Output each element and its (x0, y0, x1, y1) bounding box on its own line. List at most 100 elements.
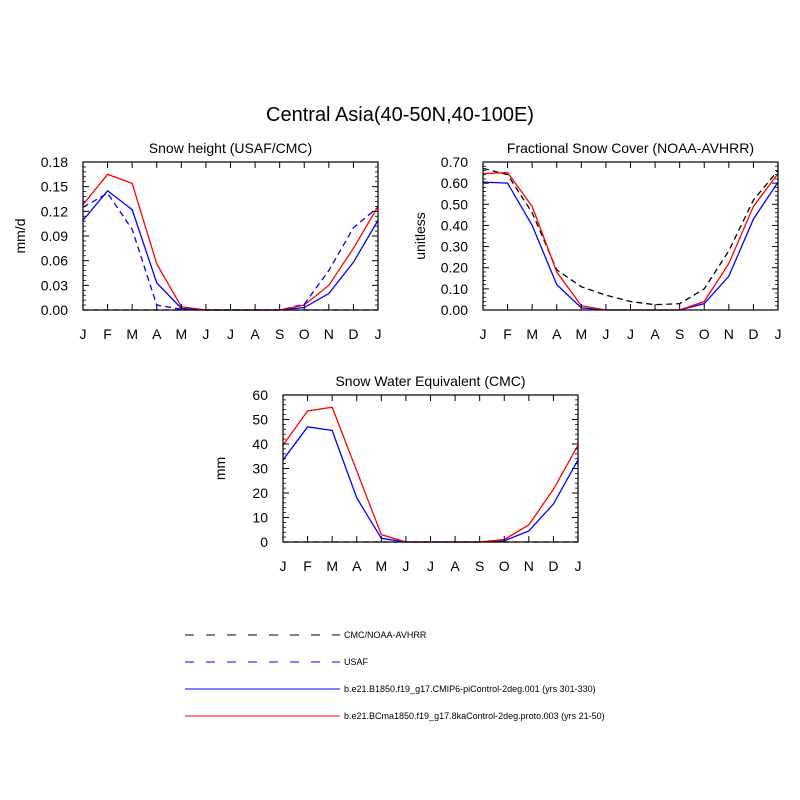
legend-label: CMC/NOAA-AVHRR (344, 630, 427, 640)
x-tick-label: F (503, 326, 512, 342)
y-tick-label: 0.50 (441, 196, 468, 212)
y-tick-label: 0.06 (41, 253, 68, 269)
y-tick-label: 0.18 (41, 154, 68, 170)
y-tick-label: 40 (252, 436, 268, 452)
x-tick-label: N (324, 326, 334, 342)
legend-entry-cmc-noaa-avhrr: CMC/NOAA-AVHRR (185, 630, 427, 640)
x-tick-label: M (126, 326, 138, 342)
swe-panel: Snow Water Equivalent (CMC)mmJ F M A M J J A S O N… (212, 373, 582, 574)
y-tick-label: 0.60 (441, 175, 468, 191)
y-tick-label: 50 (252, 412, 268, 428)
plot-frame (282, 394, 579, 543)
x-tick-label: F (103, 326, 112, 342)
y-tick-label: 30 (252, 461, 268, 477)
y-tick-label: 0.30 (441, 239, 468, 255)
x-tick-label: J (80, 326, 87, 342)
x-tick-label: F (303, 558, 312, 574)
x-tick-label: N (724, 326, 734, 342)
y-tick-label: 0.09 (41, 228, 68, 244)
x-tick-label: J (627, 326, 634, 342)
y-tick-label: 0.03 (41, 277, 68, 293)
x-tick-label: J (402, 558, 409, 574)
y-axis: 0 10 20 30 40 50 60 (252, 387, 578, 550)
series-line-b-e21-bcma1850-f19-g17-8kacontrol-2deg-proto-003-yrs-21-50 (482, 171, 779, 311)
x-tick-label: D (348, 326, 358, 342)
x-tick-label: M (526, 326, 538, 342)
y-tick-label: 0.20 (441, 260, 468, 276)
y-tick-label: 10 (252, 510, 268, 526)
x-tick-label: N (524, 558, 534, 574)
x-tick-label: D (748, 326, 758, 342)
series-line-b-e21-b1850-f19-g17-cmip6-picontrol-2deg-001-yrs-301-330 (482, 181, 779, 311)
x-tick-label: J (775, 326, 782, 342)
x-tick-label: O (699, 326, 710, 342)
x-tick-label: O (499, 558, 510, 574)
y-tick-label: 60 (252, 387, 268, 403)
legend-label: USAF (344, 657, 369, 667)
x-tick-label: J (427, 558, 434, 574)
x-tick-label: O (299, 326, 310, 342)
y-axis: 0.00 0.03 0.06 0.09 0.12 0.15 0.18 (41, 154, 378, 318)
x-tick-label: J (480, 326, 487, 342)
series-line-b-e21-b1850-f19-g17-cmip6-picontrol-2deg-001-yrs-301-330 (282, 426, 579, 543)
panel-title: Snow Water Equivalent (CMC) (335, 373, 525, 389)
x-tick-label: J (227, 326, 234, 342)
y-axis-label: unitless (412, 212, 428, 259)
y-tick-label: 0 (260, 534, 268, 550)
x-tick-label: J (575, 558, 582, 574)
plot-frame (482, 161, 779, 311)
y-axis: 0.00 0.10 0.20 0.30 0.40 0.50 0.60 0.70 (441, 154, 778, 318)
figure-title: Central Asia(40-50N,40-100E) (266, 104, 534, 126)
x-tick-label: J (280, 558, 287, 574)
legend-label: b.e21.B1850.f19_g17.CMIP6-piControl-2deg… (344, 684, 596, 694)
x-tick-label: A (552, 326, 562, 342)
x-tick-label: M (175, 326, 187, 342)
snow-height-panel: Snow height (USAF/CMC)mm/dJ F M A M J J A S O N D J0… (12, 140, 382, 342)
legend: CMC/NOAA-AVHRR USAF b.e21.B1850.f19_g17.CM… (185, 630, 605, 721)
x-tick-label: S (275, 326, 284, 342)
series-lines (282, 406, 579, 543)
y-axis-label: mm/d (12, 219, 28, 254)
x-tick-label: J (375, 326, 382, 342)
snow-cover-panel: Fractional Snow Cover (NOAA-AVHRR) unitle… (412, 140, 782, 342)
series-lines (482, 167, 779, 311)
series-line-b-e21-bcma1850-f19-g17-8kacontrol-2deg-proto-003-yrs-21-50 (82, 173, 379, 311)
panels: Snow height (USAF/CMC)mm/dJ F M A M J J A S O N D J0… (12, 140, 782, 574)
x-tick-label: D (548, 558, 558, 574)
y-axis-label: mm (212, 457, 228, 480)
y-tick-label: 0.00 (441, 302, 468, 318)
y-tick-label: 0.12 (41, 203, 68, 219)
legend-entry-usaf: USAF (185, 657, 369, 667)
legend-entry-b-e21-bcma1850-f19-g17-8kacontrol-2deg-proto-003-yrs-21-50: b.e21.BCma1850.f19_g17.8kaControl-2deg.p… (185, 711, 605, 721)
x-tick-label: M (326, 558, 338, 574)
x-tick-label: M (575, 326, 587, 342)
panel-title: Snow height (USAF/CMC) (149, 140, 312, 156)
x-tick-label: A (152, 326, 162, 342)
y-tick-label: 0.00 (41, 302, 68, 318)
x-tick-label: A (352, 558, 362, 574)
y-tick-label: 0.40 (441, 217, 468, 233)
series-line-usaf (82, 192, 379, 311)
x-tick-label: A (450, 558, 460, 574)
y-tick-label: 0.70 (441, 154, 468, 170)
legend-entry-b-e21-b1850-f19-g17-cmip6-picontrol-2deg-001-yrs-301-330: b.e21.B1850.f19_g17.CMIP6-piControl-2deg… (185, 684, 596, 694)
y-tick-label: 0.15 (41, 179, 68, 195)
panel-title: Fractional Snow Cover (NOAA-AVHRR) (507, 140, 754, 156)
series-line-cmc-noaa-avhrr (482, 167, 779, 306)
y-tick-label: 0.10 (441, 281, 468, 297)
x-tick-label: A (650, 326, 660, 342)
x-tick-label: J (202, 326, 209, 342)
legend-label: b.e21.BCma1850.f19_g17.8kaControl-2deg.p… (344, 711, 605, 721)
y-tick-label: 20 (252, 485, 268, 501)
series-line-b-e21-bcma1850-f19-g17-8kacontrol-2deg-proto-003-yrs-21-50 (282, 406, 579, 543)
x-tick-label: A (250, 326, 260, 342)
x-tick-label: J (602, 326, 609, 342)
x-tick-label: S (475, 558, 484, 574)
series-line-b-e21-b1850-f19-g17-cmip6-picontrol-2deg-001-yrs-301-330 (82, 189, 379, 311)
x-tick-label: M (375, 558, 387, 574)
x-tick-label: S (675, 326, 684, 342)
